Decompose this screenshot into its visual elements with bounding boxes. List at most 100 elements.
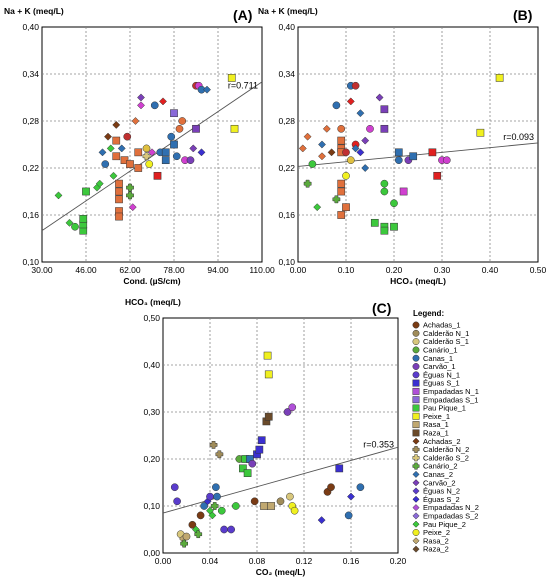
legend-item: Empadadas N_1 bbox=[412, 387, 479, 396]
y-tick-label: 0,10 bbox=[143, 501, 160, 511]
data-point bbox=[337, 179, 346, 188]
legend-label: Empadadas N_1 bbox=[423, 387, 479, 396]
legend-item: Canas_2 bbox=[412, 470, 453, 479]
data-point bbox=[390, 199, 398, 208]
legend-marker bbox=[412, 529, 420, 536]
legend-item: Empadadas N_2 bbox=[412, 503, 479, 512]
data-point bbox=[134, 148, 143, 157]
legend-marker bbox=[412, 429, 420, 437]
data-point bbox=[342, 203, 350, 212]
x-tick-label: 0.08 bbox=[249, 556, 266, 566]
legend-label: Rasa_1 bbox=[423, 420, 449, 429]
legend-marker bbox=[412, 462, 420, 470]
data-point bbox=[180, 539, 188, 548]
data-point bbox=[250, 497, 259, 506]
data-point bbox=[159, 97, 167, 106]
legend-marker bbox=[412, 379, 420, 387]
legend-item: Rasa_1 bbox=[412, 420, 449, 429]
data-point bbox=[380, 179, 389, 188]
data-point bbox=[260, 502, 268, 510]
data-point bbox=[98, 148, 107, 157]
data-point bbox=[239, 464, 247, 473]
legend-label: Pau Pique_2 bbox=[423, 520, 466, 529]
data-point bbox=[210, 502, 219, 510]
x-tick-label: 94.00 bbox=[207, 265, 229, 275]
data-point bbox=[264, 370, 273, 379]
legend-label: Calderão N_2 bbox=[423, 445, 469, 454]
data-point bbox=[227, 525, 235, 534]
data-point bbox=[361, 136, 370, 145]
data-point bbox=[212, 483, 220, 492]
legend-item: Carvão_1 bbox=[412, 362, 456, 371]
data-point bbox=[327, 483, 335, 492]
data-point bbox=[115, 212, 123, 221]
data-point bbox=[175, 124, 184, 133]
legend-marker bbox=[412, 346, 420, 354]
data-points bbox=[298, 74, 504, 235]
correlation-label: r=0.093 bbox=[503, 132, 534, 142]
legend-item: Éguas N_1 bbox=[412, 370, 460, 379]
legend-label: Canário_2 bbox=[423, 462, 458, 471]
legend-item: Pau Pique_1 bbox=[412, 404, 466, 413]
y-tick-label: 0,34 bbox=[22, 69, 39, 79]
data-point bbox=[82, 187, 90, 196]
correlation-label: r=0.711 bbox=[228, 81, 258, 91]
panel-label: (A) bbox=[233, 7, 252, 23]
data-point bbox=[131, 117, 140, 125]
legend-marker bbox=[412, 412, 420, 420]
x-axis-title: CO₂ (meq/L) bbox=[256, 567, 306, 577]
legend-label: Éguas N_2 bbox=[423, 487, 460, 496]
legend-label: Calderão S_1 bbox=[423, 337, 469, 346]
data-point bbox=[170, 140, 178, 149]
legend-item: Empadadas S_1 bbox=[412, 395, 478, 404]
legend-item: Rasa_2 bbox=[412, 536, 449, 545]
data-point bbox=[197, 148, 206, 157]
data-point bbox=[209, 441, 218, 449]
legend-marker bbox=[412, 495, 420, 503]
data-point bbox=[145, 160, 154, 168]
data-point bbox=[361, 164, 370, 172]
data-point bbox=[442, 156, 451, 165]
legend-marker bbox=[412, 338, 420, 346]
x-tick-label: 62.00 bbox=[119, 265, 141, 275]
data-point bbox=[79, 215, 88, 223]
data-point bbox=[356, 483, 365, 492]
data-point bbox=[476, 128, 485, 137]
data-point bbox=[257, 436, 266, 445]
legend-label: Peixe_2 bbox=[423, 528, 450, 537]
data-point bbox=[128, 203, 137, 212]
legend-marker bbox=[412, 329, 420, 337]
legend-marker bbox=[412, 363, 420, 370]
data-point bbox=[213, 492, 221, 501]
x-tick-label: 46.00 bbox=[75, 265, 97, 275]
legend-item: Éguas N_2 bbox=[412, 487, 460, 496]
data-point bbox=[170, 109, 178, 118]
x-tick-label: 0.40 bbox=[482, 265, 499, 275]
data-point bbox=[142, 144, 151, 153]
legend-item: Raza_2 bbox=[412, 545, 449, 554]
y-tick-label: 0,10 bbox=[278, 257, 295, 267]
data-point bbox=[200, 502, 208, 510]
panel-label: (C) bbox=[372, 300, 391, 316]
legend-item: Canário_2 bbox=[412, 462, 458, 471]
data-point bbox=[117, 144, 126, 153]
legend-marker bbox=[412, 545, 420, 553]
y-tick-label: 0,34 bbox=[278, 69, 295, 79]
legend-marker bbox=[412, 504, 420, 512]
legend-item: Éguas S_1 bbox=[412, 379, 460, 388]
legend-marker bbox=[412, 454, 420, 462]
legend-marker bbox=[412, 404, 420, 412]
data-points bbox=[170, 351, 365, 548]
legend-label: Raza_1 bbox=[423, 429, 449, 438]
data-point bbox=[189, 144, 198, 153]
x-tick-label: 110.00 bbox=[249, 265, 275, 275]
data-point bbox=[356, 148, 365, 157]
legend-item: Éguas S_2 bbox=[412, 495, 460, 504]
legend-item: Carvão_2 bbox=[412, 478, 456, 487]
data-point bbox=[303, 179, 312, 188]
data-point bbox=[399, 187, 408, 196]
y-tick-label: 0,22 bbox=[22, 163, 39, 173]
data-point bbox=[230, 124, 239, 133]
legend-label: Empadadas N_2 bbox=[423, 503, 479, 512]
y-tick-label: 0,40 bbox=[278, 22, 295, 32]
